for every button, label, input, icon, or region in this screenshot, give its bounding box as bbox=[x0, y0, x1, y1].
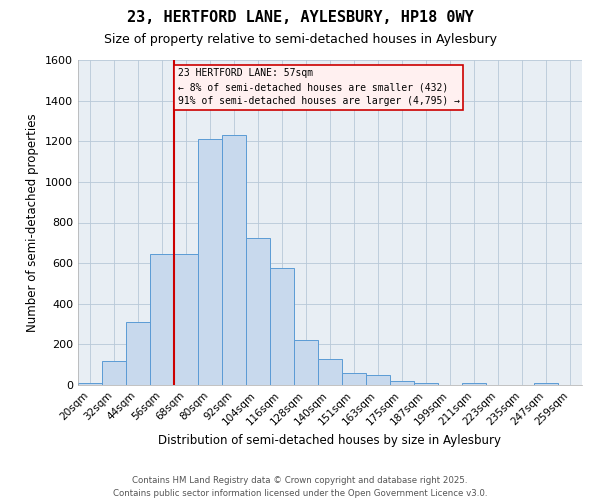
Bar bbox=[342, 373, 366, 385]
Bar bbox=[102, 360, 126, 385]
Text: 23 HERTFORD LANE: 57sqm
← 8% of semi-detached houses are smaller (432)
91% of se: 23 HERTFORD LANE: 57sqm ← 8% of semi-det… bbox=[178, 68, 460, 106]
Text: 23, HERTFORD LANE, AYLESBURY, HP18 0WY: 23, HERTFORD LANE, AYLESBURY, HP18 0WY bbox=[127, 10, 473, 25]
Bar bbox=[174, 254, 198, 385]
Bar bbox=[270, 268, 294, 385]
Text: Contains HM Land Registry data © Crown copyright and database right 2025.
Contai: Contains HM Land Registry data © Crown c… bbox=[113, 476, 487, 498]
Bar bbox=[366, 376, 390, 385]
Bar bbox=[534, 383, 558, 385]
Bar bbox=[294, 340, 318, 385]
Bar bbox=[222, 135, 246, 385]
Bar bbox=[414, 383, 438, 385]
Bar bbox=[126, 322, 150, 385]
Bar bbox=[462, 383, 486, 385]
Bar bbox=[150, 254, 174, 385]
Bar bbox=[246, 238, 270, 385]
Bar bbox=[318, 358, 342, 385]
Bar bbox=[390, 380, 414, 385]
Bar bbox=[198, 139, 222, 385]
Text: Size of property relative to semi-detached houses in Aylesbury: Size of property relative to semi-detach… bbox=[104, 32, 497, 46]
Y-axis label: Number of semi-detached properties: Number of semi-detached properties bbox=[26, 113, 40, 332]
X-axis label: Distribution of semi-detached houses by size in Aylesbury: Distribution of semi-detached houses by … bbox=[158, 434, 502, 446]
Bar bbox=[78, 383, 102, 385]
